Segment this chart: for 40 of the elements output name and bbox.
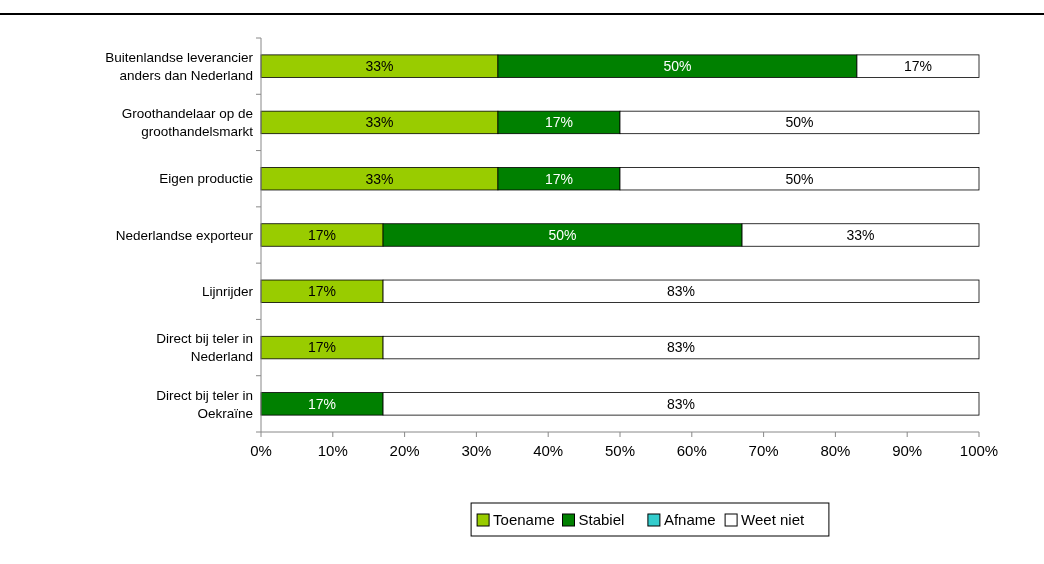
x-tick-label: 60% xyxy=(676,442,707,459)
data-label: 83% xyxy=(667,283,696,300)
data-label: 33% xyxy=(365,170,394,187)
data-label: 17% xyxy=(308,339,337,356)
data-label: 50% xyxy=(785,114,814,131)
data-label: 33% xyxy=(365,114,394,131)
y-tick-label: Direct bij teler in Oekraïne xyxy=(156,387,253,421)
legend-label: Afname xyxy=(663,511,716,529)
x-tick-label: 80% xyxy=(820,442,851,459)
x-tick-label: 40% xyxy=(533,442,564,459)
data-label: 17% xyxy=(544,114,573,131)
y-tick-label: Eigen productie xyxy=(159,171,253,187)
data-label: 83% xyxy=(667,339,696,356)
x-tick-label: 90% xyxy=(892,442,923,459)
legend-label: Toename xyxy=(493,511,555,529)
x-tick-label: 30% xyxy=(461,442,492,459)
data-label: 17% xyxy=(544,170,573,187)
data-label: 33% xyxy=(846,226,875,243)
x-tick-label: 20% xyxy=(389,442,420,459)
legend-label: Stabiel xyxy=(578,511,625,529)
data-label: 17% xyxy=(903,58,932,75)
data-label: 17% xyxy=(308,226,337,243)
x-tick-label: 50% xyxy=(604,442,636,459)
data-label: 17% xyxy=(308,283,337,300)
data-label: 50% xyxy=(785,170,814,187)
y-tick-label: Direct bij teler in Nederland xyxy=(156,331,253,365)
data-label: 33% xyxy=(365,58,394,75)
data-label: 50% xyxy=(663,58,692,75)
x-tick-label: 10% xyxy=(317,442,348,459)
x-tick-label: 100% xyxy=(959,442,999,459)
data-label: 50% xyxy=(548,226,577,243)
y-tick-label: Lijnrijder xyxy=(201,284,254,300)
y-tick-label: Nederlandse exporteur xyxy=(115,227,254,243)
y-tick-label: Buitenlandse leverancier anders dan Nederland xyxy=(105,49,254,83)
legend-label: Weet niet xyxy=(741,511,806,529)
x-tick-label: 70% xyxy=(748,442,779,459)
y-tick-label: Groothandelaar op de groothandelsmarkt xyxy=(121,106,254,140)
data-label: 83% xyxy=(667,395,696,412)
x-tick-label: 0% xyxy=(250,442,272,459)
data-label: 17% xyxy=(308,395,337,412)
